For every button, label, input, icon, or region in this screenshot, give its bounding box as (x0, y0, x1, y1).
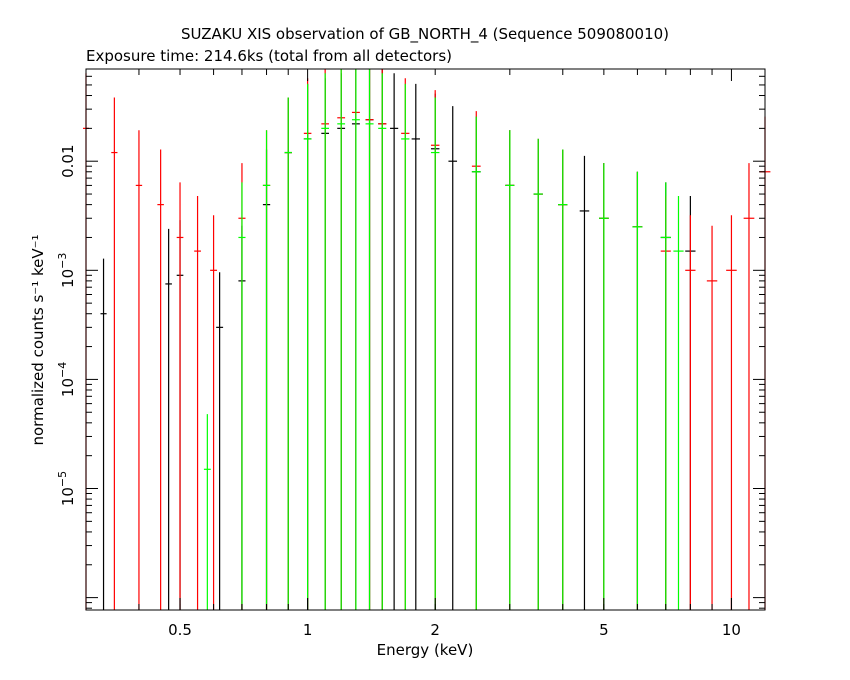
data-layer (83, 69, 771, 610)
chart-subtitle: Exposure time: 214.6ks (total from all d… (86, 47, 452, 65)
y-tick-label: 10−5 (56, 471, 77, 506)
y-tick-text: 10−4 (56, 362, 77, 397)
y-tick-text: 10−3 (56, 253, 77, 288)
series-1 (83, 69, 771, 610)
series-2 (203, 69, 684, 610)
x-tick-label: 10 (722, 621, 741, 639)
x-tick-label: 2 (430, 621, 440, 639)
y-tick-label: 0.01 (59, 144, 77, 177)
y-tick-label: 10−4 (56, 362, 77, 397)
y-tick-text: 0.01 (59, 144, 77, 177)
x-tick-label: 0.5 (168, 621, 192, 639)
x-tick-label: 5 (599, 621, 609, 639)
y-tick-text: 10−5 (56, 471, 77, 506)
chart-title: SUZAKU XIS observation of GB_NORTH_4 (Se… (181, 25, 669, 44)
series-0 (100, 69, 696, 610)
x-tick-label: 1 (303, 621, 313, 639)
plot-frame (85, 68, 766, 611)
y-tick-label: 10−3 (56, 253, 77, 288)
x-axis-label: Energy (keV) (377, 641, 474, 659)
axes: 0.5 1 2 5 10 10−5 10−4 10−3 0.01 (56, 68, 766, 639)
y-axis-label: normalized counts s⁻¹ keV⁻¹ (29, 234, 47, 445)
